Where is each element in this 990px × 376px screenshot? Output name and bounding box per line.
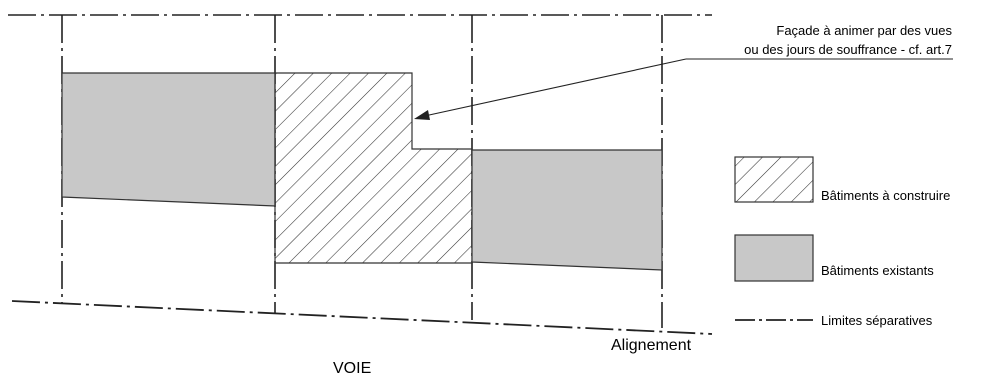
voie-label: VOIE: [333, 360, 371, 376]
alignement-label: Alignement: [611, 337, 692, 354]
annotation-line-1: Façade à animer par des vues: [776, 23, 952, 38]
annotation-leader-line: [419, 58, 687, 118]
alignment-line: [11, 300, 713, 335]
existing-building-right: [471, 149, 663, 271]
legend-swatch-existing: [734, 234, 814, 282]
legend-swatch-to-build: [734, 156, 814, 203]
legend-label-to-build: Bâtiments à construire: [821, 188, 950, 203]
legend: Bâtiments à construire Bâtiments existan…: [734, 156, 950, 328]
annotation-line-2: ou des jours de souffrance - cf. art.7: [744, 42, 952, 57]
building-to-construct: [274, 72, 473, 264]
legend-label-existing: Bâtiments existants: [821, 263, 934, 278]
annotation-arrowhead-icon: [414, 110, 430, 120]
existing-building-left: [61, 72, 276, 207]
legend-label-limits: Limites séparatives: [821, 313, 933, 328]
